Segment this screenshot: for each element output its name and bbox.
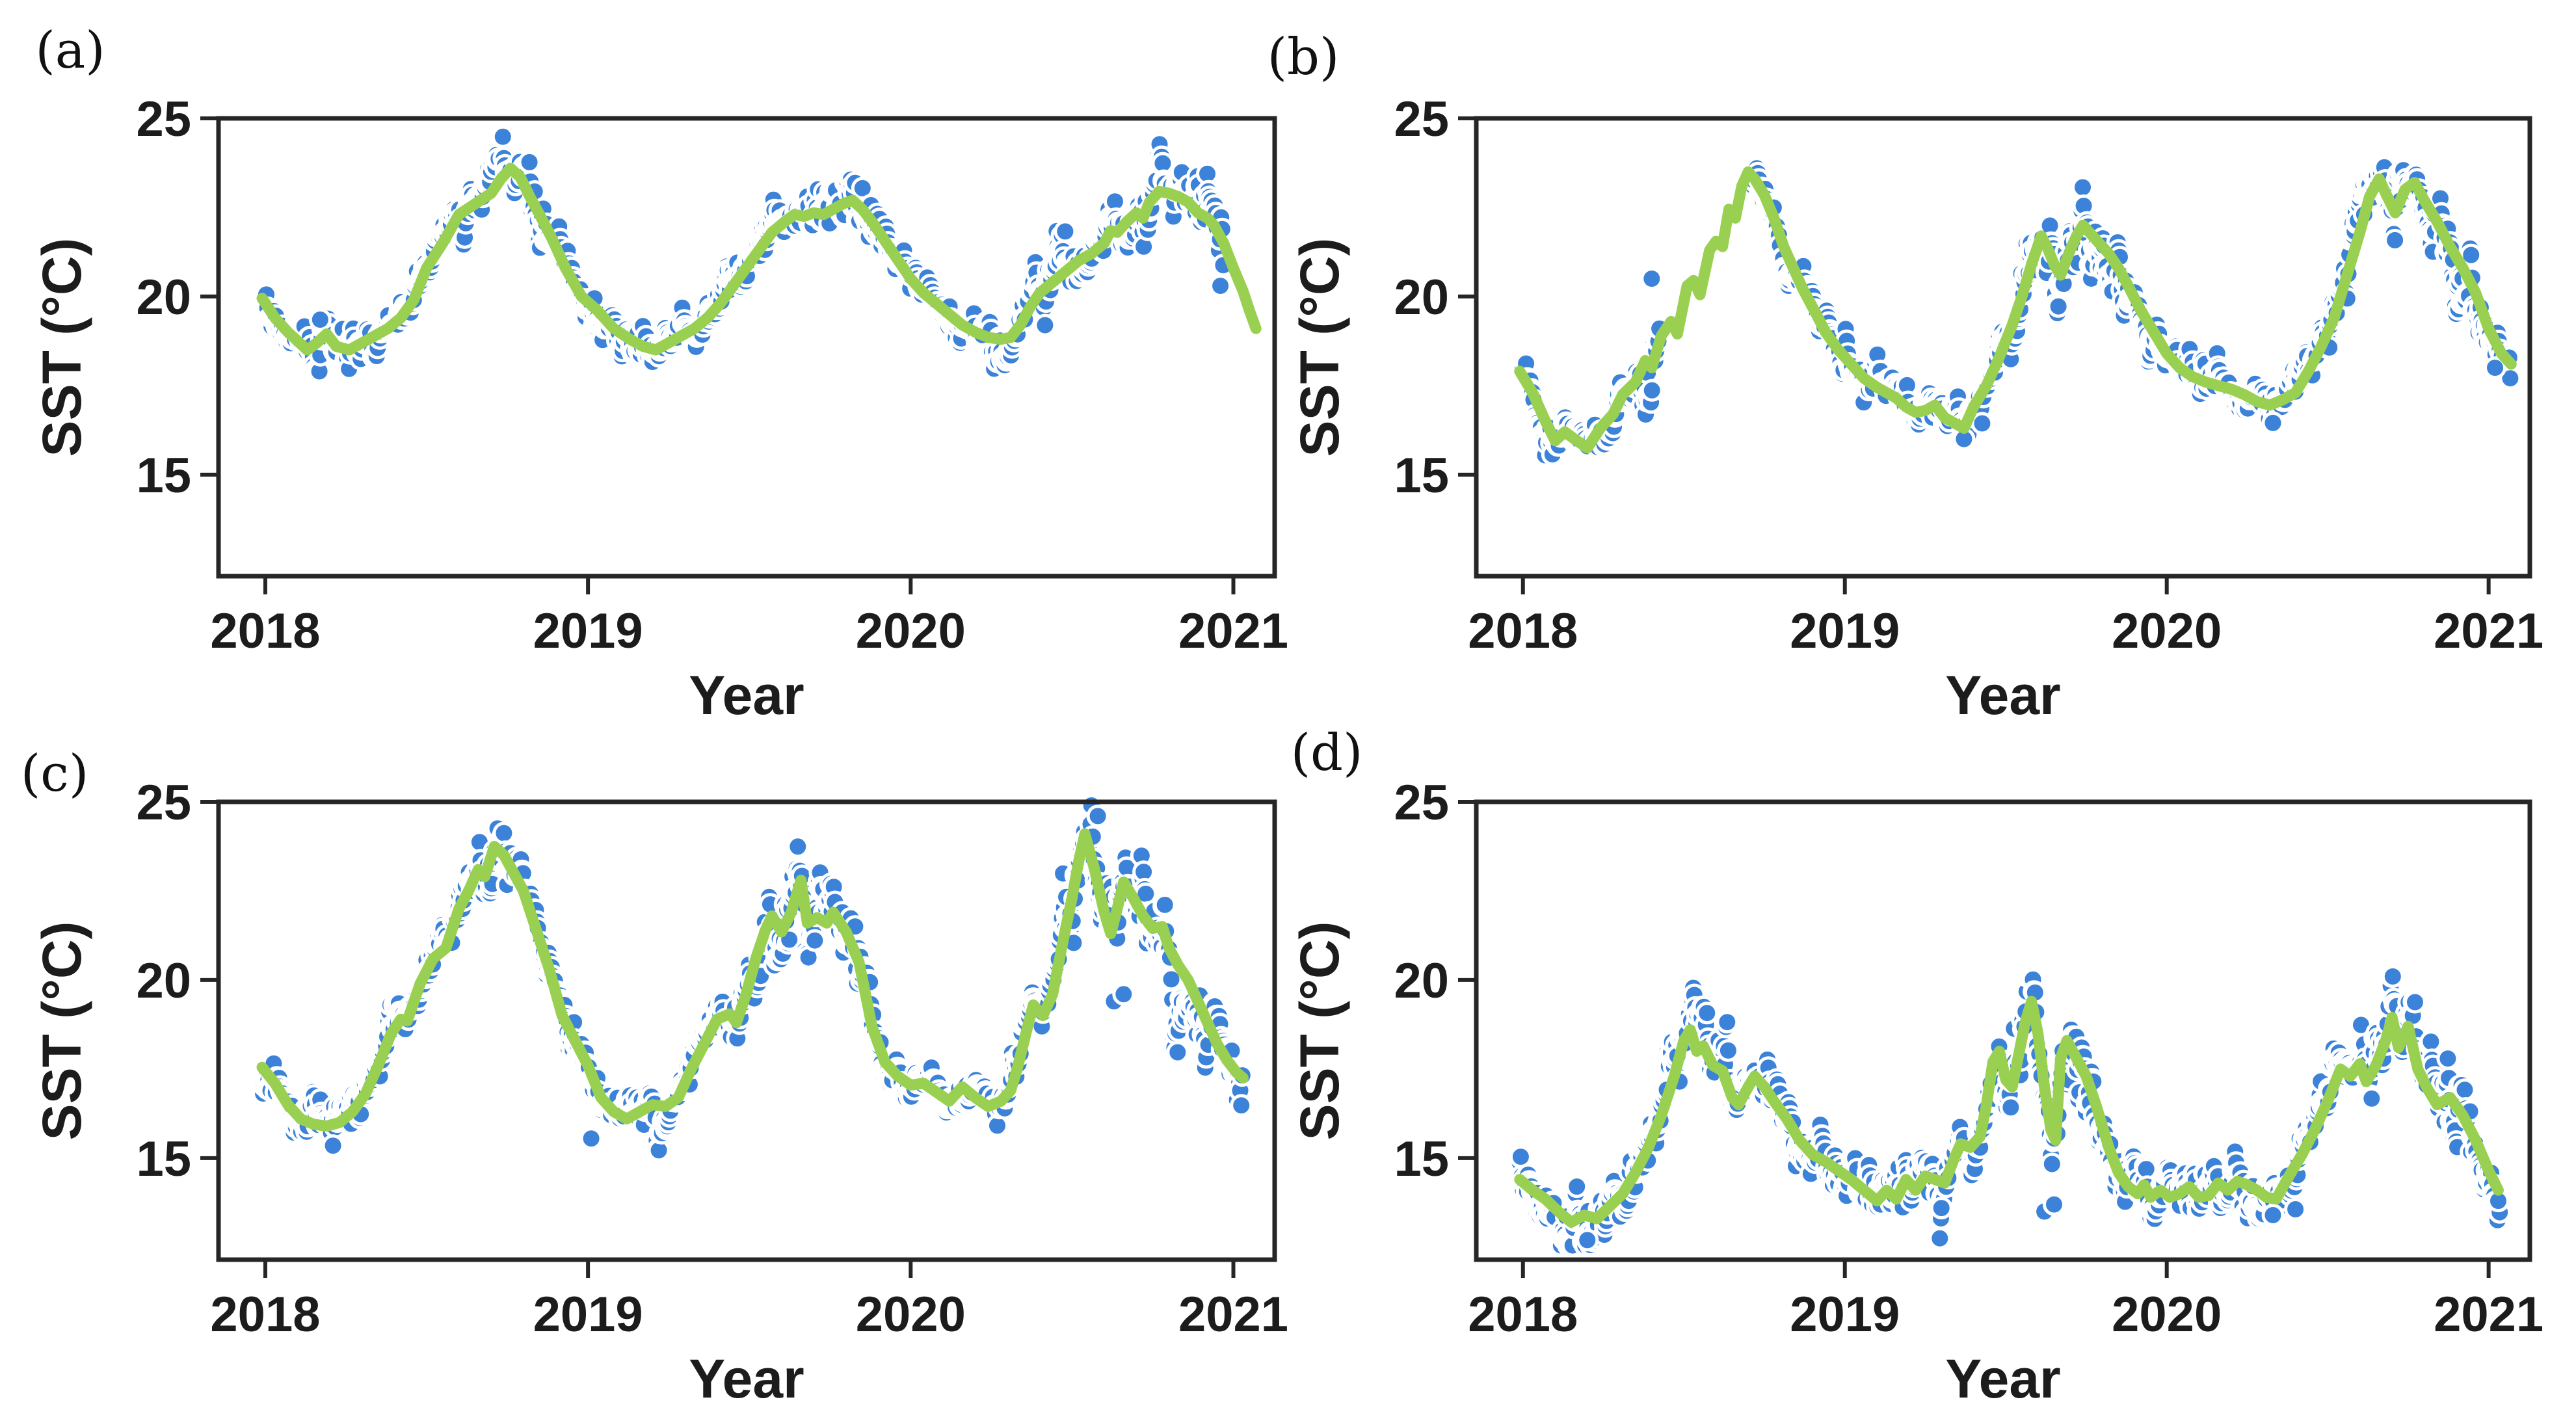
x-tick-label-2019: 2019 [533, 1287, 643, 1342]
axes-spines [1474, 799, 2532, 1262]
axes-spines [216, 799, 1277, 1262]
data-point [1971, 412, 1994, 435]
y-tick-label-15: 15 [1394, 1132, 1449, 1187]
x-axis-label: Year [1945, 1348, 2061, 1409]
data-point [2284, 1198, 2307, 1221]
y-tick-label-25: 25 [136, 775, 191, 830]
x-tick-label-2021: 2021 [1178, 603, 1288, 659]
data-point [491, 125, 514, 148]
panel-a: 2018 2019 2020 2021 15 20 25 Year SST (°C) (a) [31, 21, 1288, 726]
data-point [321, 1134, 345, 1158]
x-axis-label: Year [1945, 665, 2061, 726]
data-point [1930, 1197, 1953, 1220]
x-tick-label-2020: 2020 [856, 603, 966, 659]
data-point [308, 308, 332, 331]
panel-letter-c: (c) [21, 745, 89, 803]
data-point [1112, 983, 1135, 1006]
data-point [492, 821, 516, 845]
panel-letter-d: (d) [1291, 724, 1363, 782]
data-point [2404, 990, 2426, 1014]
y-tick-label-20: 20 [1394, 270, 1449, 325]
panel-letter-b: (b) [1268, 28, 1340, 86]
data-point [1999, 1096, 2023, 1119]
x-tick-label-2021: 2021 [1178, 1287, 1288, 1342]
data-point [1033, 313, 1057, 337]
data-point [786, 835, 810, 858]
data-point [2453, 1078, 2476, 1102]
data-point [2419, 1030, 2443, 1054]
y-axis-label: SST (°C) [1289, 922, 1350, 1141]
y-tick-label-25: 25 [1394, 92, 1449, 147]
axes-spines [1474, 116, 2532, 579]
x-axis-label: Year [689, 665, 804, 726]
smoothed-sst-line [1514, 166, 2517, 454]
data-point [1153, 893, 1176, 916]
data-point [1716, 1011, 1739, 1034]
data-point [2043, 1193, 2065, 1216]
x-tick-label-2021: 2021 [2434, 1287, 2543, 1342]
y-tick-label-20: 20 [136, 953, 191, 1009]
x-axis-label: Year [689, 1348, 804, 1409]
y-tick-label-15: 15 [136, 1132, 191, 1187]
data-point [1576, 1228, 1599, 1252]
x-tick-label-2020: 2020 [2112, 603, 2222, 659]
data-point [1565, 1175, 1589, 1199]
data-point [2436, 1047, 2460, 1070]
smoothed-sst-line [256, 163, 1262, 356]
panel-c: 2018 2019 2020 2021 15 20 25 Year SST (°C) (c) [21, 745, 1288, 1409]
data-point [2360, 1087, 2383, 1110]
x-tick-label-2019: 2019 [1790, 1287, 1900, 1342]
x-tick-label-2018: 2018 [1468, 603, 1578, 659]
data-point [1086, 804, 1109, 828]
data-point [803, 929, 827, 952]
x-tick-label-2020: 2020 [856, 1287, 966, 1342]
data-point [1716, 1039, 1740, 1062]
data-point [2484, 356, 2506, 379]
y-tick-label-15: 15 [136, 448, 191, 503]
data-point [1209, 274, 1232, 297]
data-point [2261, 1204, 2285, 1227]
y-axis-label: SST (°C) [31, 238, 92, 457]
data-point [1230, 1094, 1253, 1117]
y-tick-label-20: 20 [136, 270, 191, 325]
data-point [579, 1127, 603, 1150]
data-point [2047, 295, 2070, 318]
x-tick-label-2019: 2019 [1790, 603, 1900, 659]
data-point [2261, 411, 2285, 434]
y-axis-label: SST (°C) [1289, 238, 1350, 457]
smoothed-sst-line [1514, 996, 2504, 1228]
data-point [1640, 267, 1664, 290]
y-tick-label-25: 25 [1394, 775, 1449, 830]
data-point [2381, 965, 2404, 988]
y-axis-label: SST (°C) [31, 922, 92, 1141]
smoothed-sst-line [256, 828, 1249, 1132]
x-tick-label-2018: 2018 [210, 1287, 320, 1342]
y-tick-label-25: 25 [136, 92, 191, 147]
data-point [1928, 1227, 1952, 1250]
panel-b: 2018 2019 2020 2021 15 20 25 Year SST (°C) (b) [1268, 28, 2544, 726]
data-point [1695, 1001, 1719, 1025]
data-point [2383, 228, 2407, 252]
x-tick-label-2018: 2018 [1468, 1287, 1578, 1342]
data-point [2040, 1152, 2064, 1176]
x-tick-label-2019: 2019 [533, 603, 643, 659]
data-point [518, 150, 541, 174]
data-point [1640, 378, 1664, 402]
panel-letter-a: (a) [35, 21, 105, 80]
y-tick-label-15: 15 [1394, 448, 1449, 503]
data-point [2071, 176, 2094, 199]
data-point [1054, 220, 1077, 243]
x-tick-label-2020: 2020 [2112, 1287, 2222, 1342]
x-tick-label-2021: 2021 [2434, 603, 2543, 659]
x-tick-label-2018: 2018 [210, 603, 320, 659]
panel-d: 2018 2019 2020 2021 15 20 25 Year SST (°C) (d) [1289, 724, 2543, 1409]
data-point [1166, 1041, 1189, 1064]
axes-spines [216, 116, 1277, 579]
y-tick-label-20: 20 [1394, 953, 1449, 1009]
